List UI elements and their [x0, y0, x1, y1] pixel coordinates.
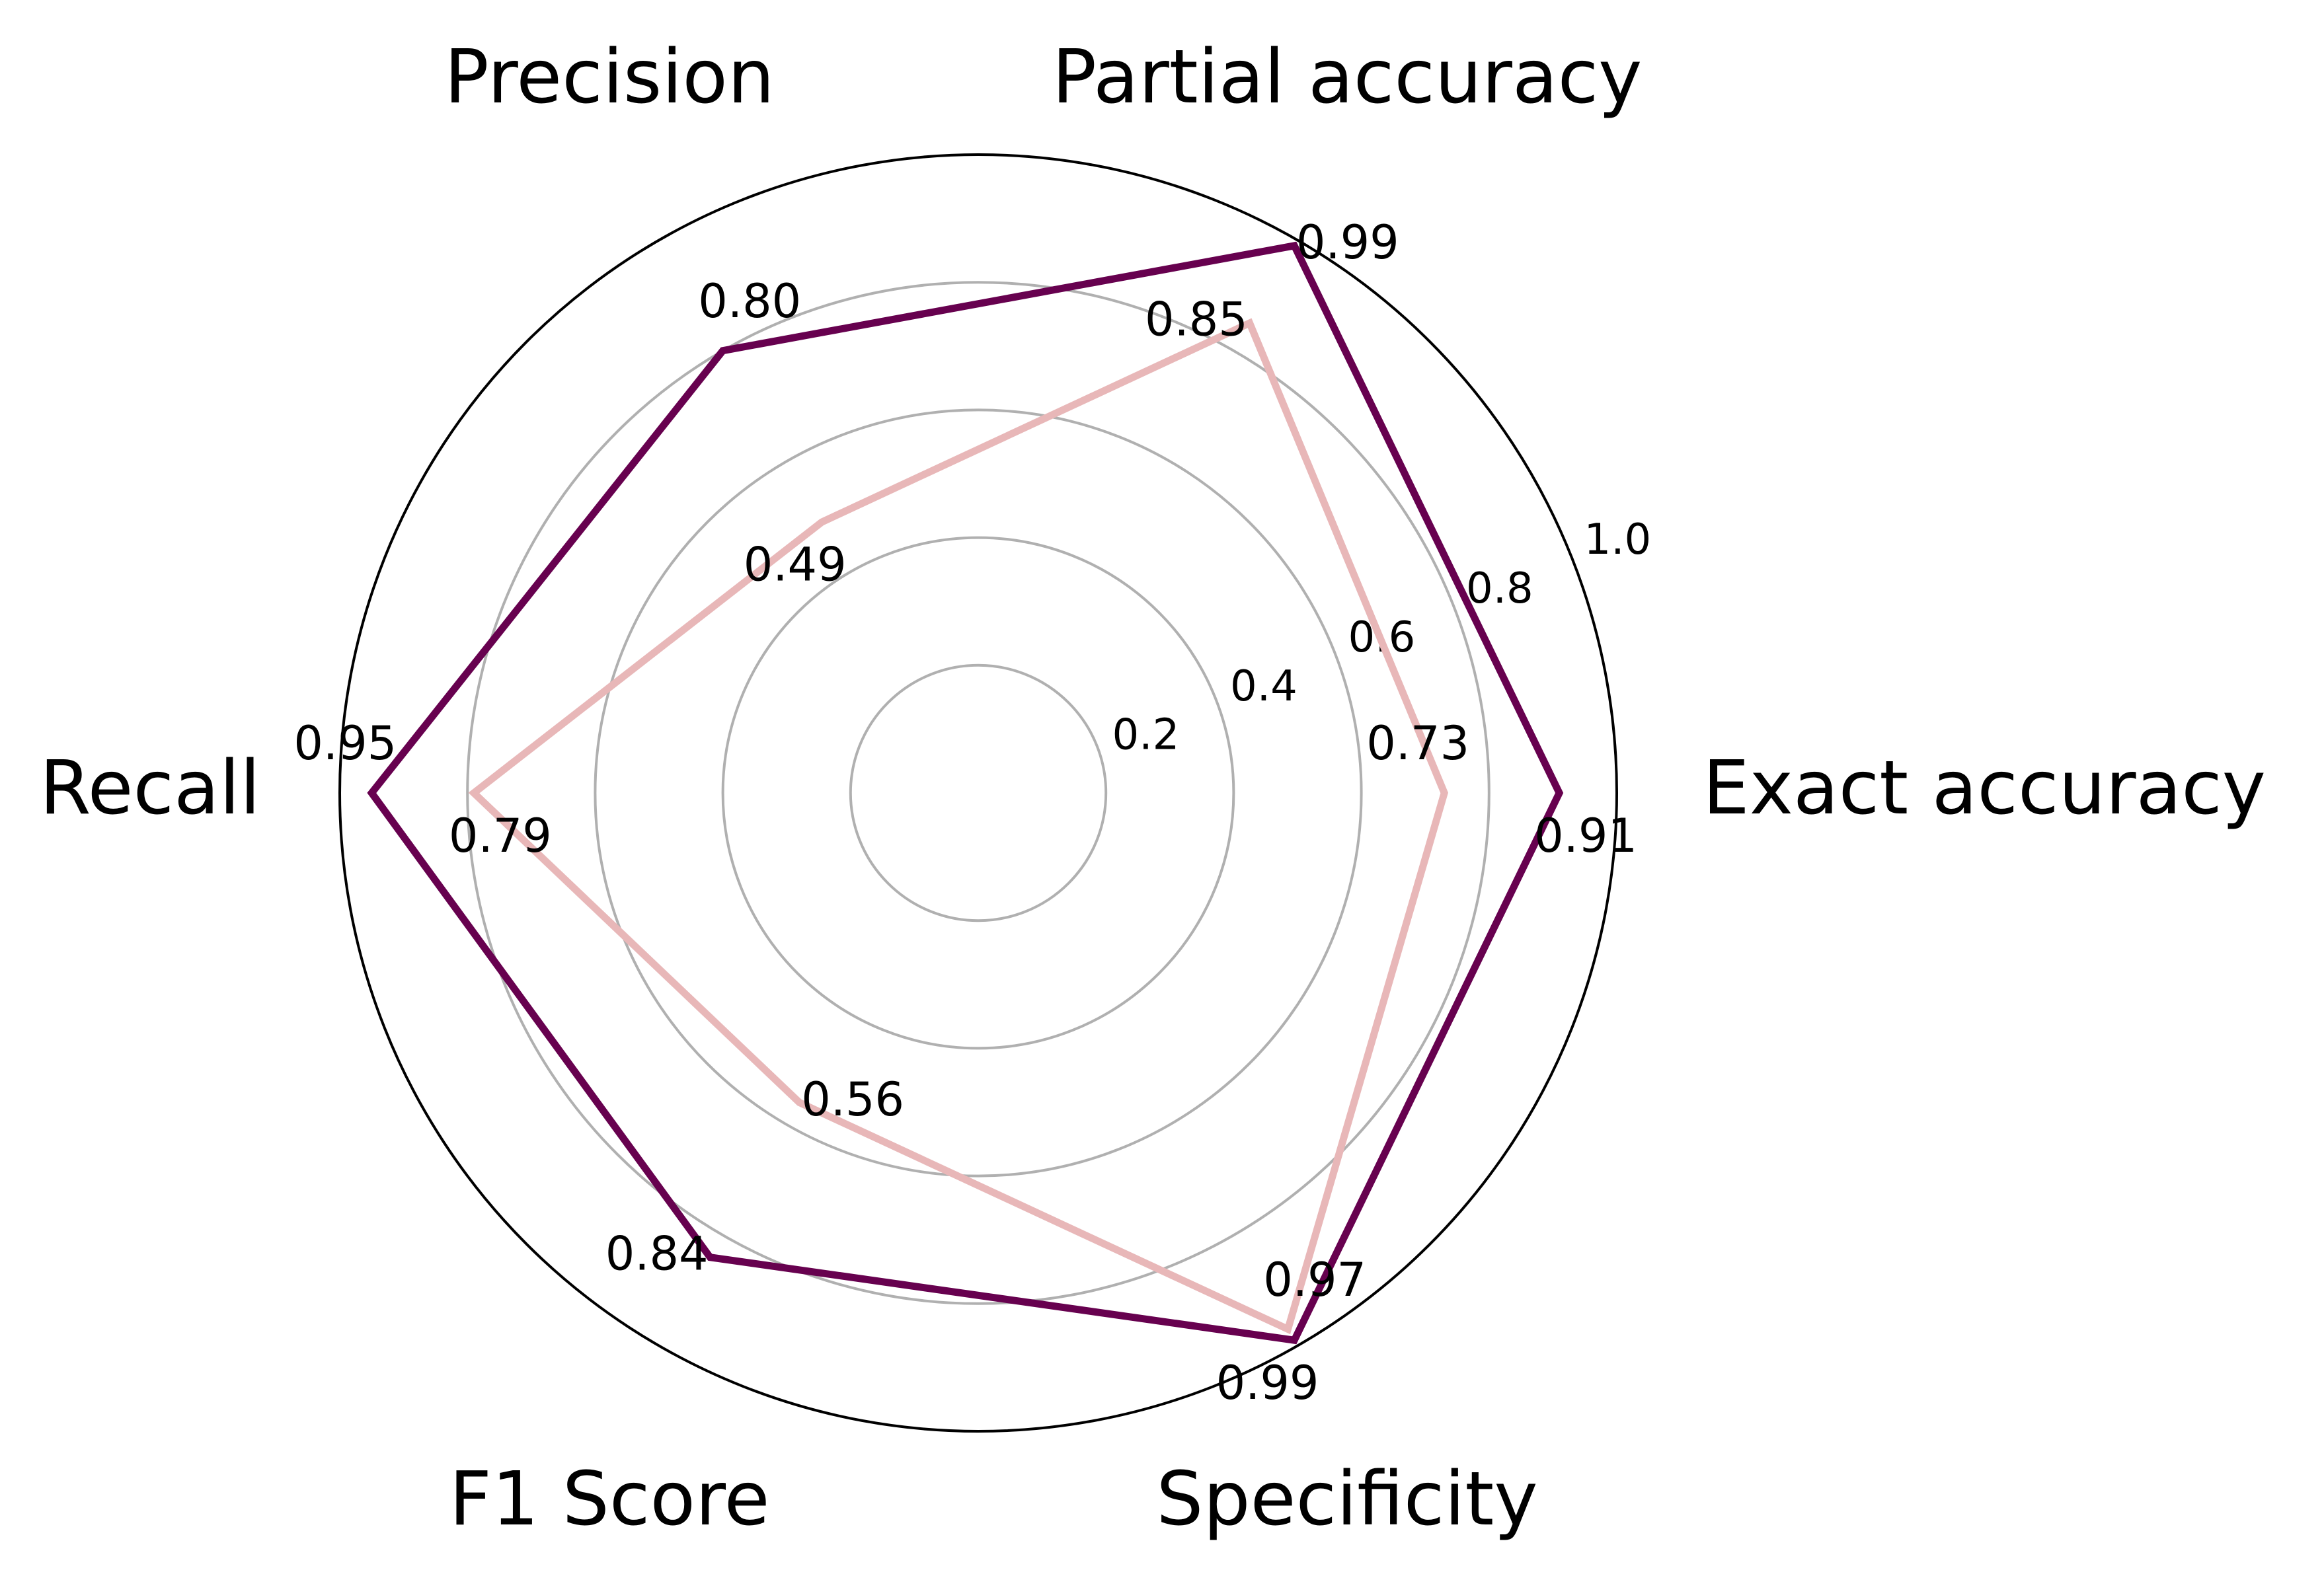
data-label-series1-specificity: 0.99: [1216, 1356, 1319, 1410]
axis-labels: Exact accuracy Partial accuracy Precision R…: [40, 34, 2266, 1542]
data-label-series2-recall: 0.79: [449, 809, 552, 863]
data-label-series1-recall: 0.95: [293, 716, 397, 770]
data-label-series2-precision: 0.49: [744, 538, 847, 592]
grid-circle: [721, 536, 1235, 1050]
axis-label-exact-accuracy: Exact accuracy: [1703, 745, 2266, 831]
axis-label-f1-score: F1 Score: [449, 1456, 770, 1542]
axis-label-precision: Precision: [444, 34, 775, 120]
data-label-series1-partial-accuracy: 0.99: [1296, 215, 1399, 270]
data-label-series1-exact-accuracy: 0.91: [1534, 809, 1637, 863]
radial-tick-labels: 0.20.40.60.81.0: [1112, 515, 1652, 760]
polar-frame: [338, 153, 1618, 1433]
series-layer: [367, 241, 1564, 1345]
data-label-series1-precision: 0.80: [698, 274, 801, 328]
data-labels: 0.91 0.99 0.80 0.95 0.84 0.99 0.73 0.85 0.49 0.79…: [293, 215, 1637, 1410]
axis-label-recall: Recall: [40, 745, 260, 831]
series-line-1: [367, 241, 1564, 1345]
data-label-series2-f1-score: 0.56: [801, 1072, 904, 1127]
grid-circle: [466, 281, 1491, 1305]
axis-label-partial-accuracy: Partial accuracy: [1052, 34, 1643, 120]
radial-tick-label: 0.2: [1112, 711, 1180, 760]
series-line-2: [468, 318, 1449, 1335]
data-label-series1-f1-score: 0.84: [605, 1226, 709, 1281]
radial-grid: [338, 153, 1618, 1433]
data-label-series2-partial-accuracy: 0.85: [1145, 293, 1248, 347]
data-label-series2-specificity: 0.97: [1263, 1253, 1366, 1307]
data-label-series2-exact-accuracy: 0.73: [1366, 716, 1469, 770]
grid-circle: [849, 663, 1108, 922]
radial-tick-label: 0.4: [1230, 662, 1298, 711]
radial-tick-label: 1.0: [1584, 515, 1651, 564]
radial-tick-label: 0.8: [1466, 564, 1533, 613]
grid-circle: [594, 408, 1363, 1178]
axis-label-specificity: Specificity: [1156, 1456, 1537, 1542]
